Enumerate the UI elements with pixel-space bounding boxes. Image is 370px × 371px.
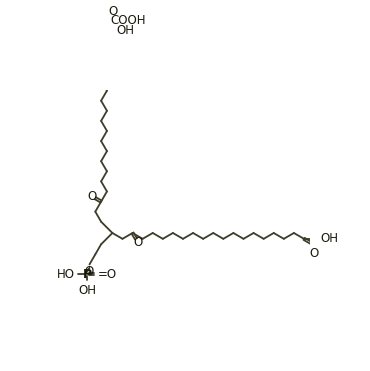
Text: P: P [83,268,92,281]
Text: O: O [108,5,118,18]
Text: O: O [310,247,319,260]
Text: COOH: COOH [111,14,146,27]
Text: =O: =O [97,268,117,281]
Text: OH: OH [320,232,338,245]
Text: O: O [133,236,142,249]
Text: O: O [84,265,93,278]
Text: O: O [87,190,96,203]
Text: OH: OH [117,24,134,37]
Text: OH: OH [78,283,96,296]
Text: HO: HO [57,268,75,281]
